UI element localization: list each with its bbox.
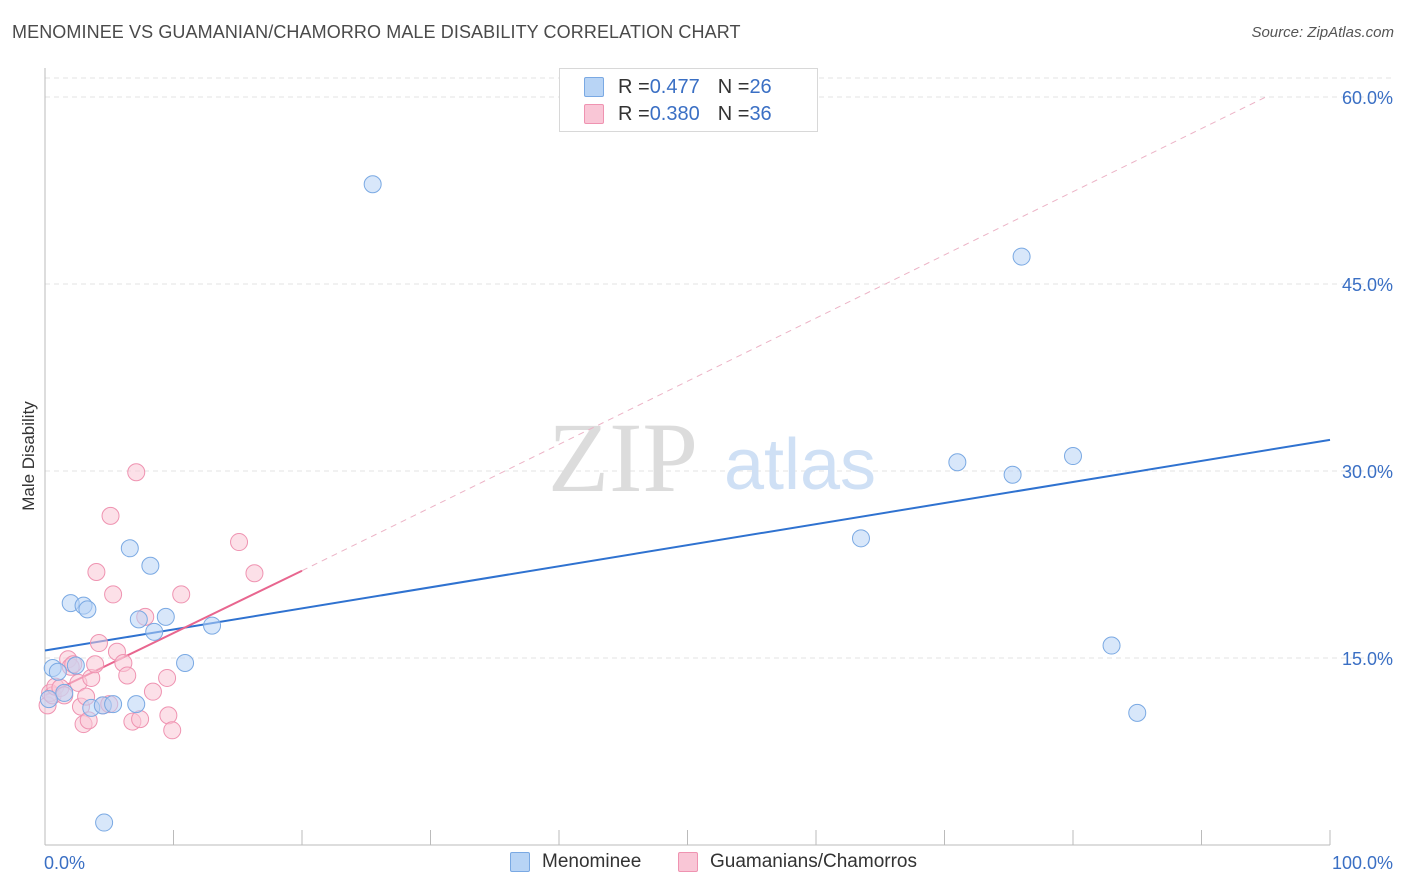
legend-r-label: R = <box>618 102 650 125</box>
legend-row-menominee: R = 0.477 N = 26 <box>584 74 772 100</box>
bottom-legend-label: Guamanians/Chamorros <box>710 851 917 872</box>
menominee-point <box>78 600 97 619</box>
legend-r-value: 0.380 <box>649 102 700 125</box>
legend-row-guamanian: R = 0.380 N = 36 <box>584 101 772 127</box>
guamanian-point <box>101 506 120 525</box>
x-tick-label-min: 0.0% <box>44 853 85 873</box>
menominee-point <box>203 616 222 635</box>
menominee-point <box>1102 636 1121 655</box>
watermark-zip: ZIP <box>548 402 698 513</box>
y-axis-label: Male Disability <box>19 401 38 511</box>
guamanian-point <box>118 666 137 685</box>
legend-r-value: 0.477 <box>649 75 700 98</box>
menominee-point <box>1003 465 1022 484</box>
menominee-point <box>66 656 85 675</box>
x-tick-label-max: 100.0% <box>1332 853 1393 873</box>
guamanian-point <box>158 668 177 687</box>
guamanian-trend-extension <box>301 96 1266 572</box>
bottom-legend-swatch-blue <box>510 852 530 872</box>
axes <box>44 68 1331 846</box>
chart-title: MENOMINEE VS GUAMANIAN/CHAMORRO MALE DIS… <box>12 22 741 42</box>
legend-swatch-pink <box>584 104 604 124</box>
guamanian-point <box>245 564 264 583</box>
guamanian-point <box>159 706 178 725</box>
watermark-atlas: atlas <box>724 425 876 505</box>
stats-legend: R = 0.477 N = 26 R = 0.380 N = 36 <box>559 68 818 132</box>
menominee-point <box>363 175 382 194</box>
guamanian-point <box>131 710 150 729</box>
menominee-point <box>145 622 164 641</box>
menominee-point <box>48 662 67 681</box>
legend-n-value: 36 <box>749 102 772 125</box>
menominee-point <box>104 695 123 714</box>
guamanian-point <box>230 533 249 552</box>
y-tick-label: 45.0% <box>1342 275 1393 295</box>
menominee-point <box>948 453 967 472</box>
y-tick-label: 30.0% <box>1342 462 1393 482</box>
guamanian-point <box>87 562 106 581</box>
menominee-point <box>851 529 870 548</box>
tick-labels: 15.0% 30.0% 45.0% 60.0% 0.0% 100.0% Male Disab… <box>19 88 1393 873</box>
legend-n-label: N = <box>717 102 750 125</box>
bottom-legend-guamanian: Guamanians/Chamorros <box>678 851 917 873</box>
menominee-point <box>141 556 160 575</box>
menominee-trend-line <box>44 438 1331 652</box>
menominee-point <box>55 683 74 702</box>
guamanian-point <box>143 682 162 701</box>
guamanian-point <box>86 655 105 674</box>
guamanian-point <box>127 463 146 482</box>
menominee-point <box>95 813 114 832</box>
trend-lines <box>44 96 1331 697</box>
menominee-point <box>1128 703 1147 722</box>
menominee-point <box>39 690 58 709</box>
legend-r-label: R = <box>618 75 650 98</box>
menominee-point <box>120 539 139 558</box>
guamanian-point <box>172 585 191 604</box>
guamanian-point <box>163 721 182 740</box>
legend-n-value: 26 <box>749 75 772 98</box>
legend-swatch-blue <box>584 77 604 97</box>
y-tick-label: 60.0% <box>1342 88 1393 108</box>
y-tick-label: 15.0% <box>1342 649 1393 669</box>
guamanian-point <box>104 585 123 604</box>
legend-n-label: N = <box>717 75 750 98</box>
menominee-point <box>156 607 175 626</box>
data-points <box>38 175 1147 832</box>
bottom-legend-swatch-pink <box>678 852 698 872</box>
menominee-point <box>1012 247 1031 266</box>
watermark: ZIP atlas <box>548 402 876 513</box>
guamanian-point <box>89 634 108 653</box>
menominee-point <box>176 653 195 672</box>
bottom-legend-label: Menominee <box>542 851 642 872</box>
bottom-legend-menominee: Menominee <box>510 851 641 873</box>
menominee-point <box>127 695 146 714</box>
menominee-point <box>1064 447 1082 466</box>
menominee-point <box>129 610 148 629</box>
source-label: Source: ZipAtlas.com <box>1251 24 1394 41</box>
